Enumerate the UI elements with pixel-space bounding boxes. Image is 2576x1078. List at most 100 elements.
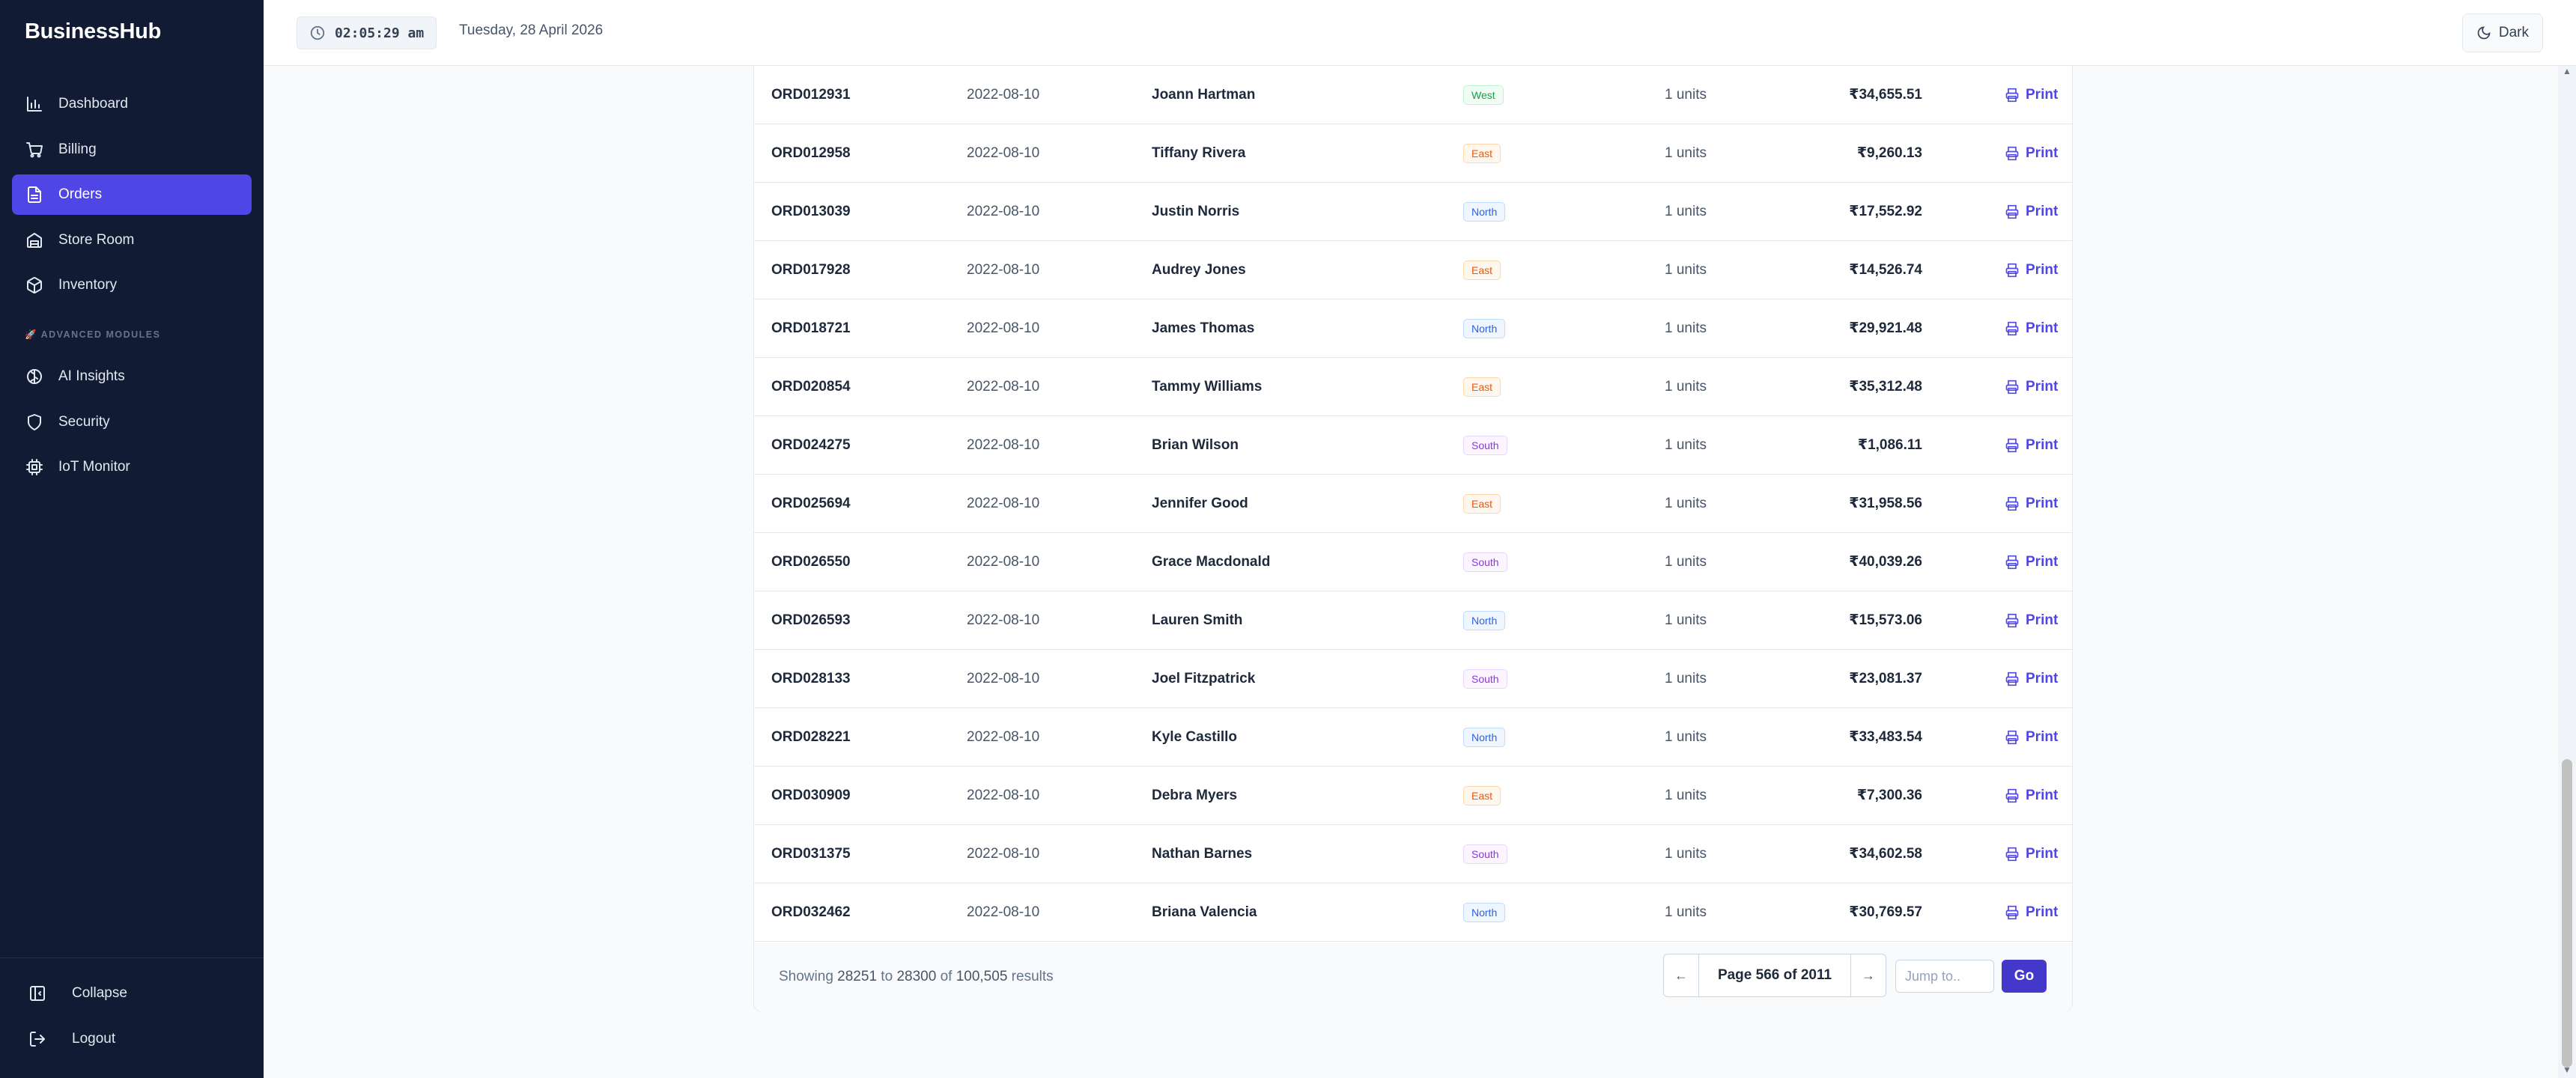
print-button[interactable]: Print xyxy=(2005,241,2058,299)
go-button[interactable]: Go xyxy=(2002,960,2047,993)
jump-to-page-input[interactable] xyxy=(1895,960,1994,993)
orders-table-card: ORD012931 2022-08-10 Joann Hartman West 1 un… xyxy=(753,66,2073,1012)
table-row: ORD012931 2022-08-10 Joann Hartman West 1 un… xyxy=(754,66,2072,124)
units-count: 1 units xyxy=(1665,553,1707,570)
units-count: 1 units xyxy=(1665,86,1707,103)
sidebar-item-billing[interactable]: Billing xyxy=(12,130,252,170)
sidebar-item-orders[interactable]: Orders xyxy=(12,174,252,215)
region-badge: East xyxy=(1463,493,1501,514)
region-cell: South xyxy=(1463,416,1507,474)
sidebar-item-ai-insights[interactable]: AI Insights xyxy=(12,356,252,397)
logout-button[interactable]: Logout xyxy=(12,1019,252,1059)
print-button[interactable]: Print xyxy=(2005,708,2058,766)
scroll-thumb[interactable] xyxy=(2562,759,2572,1068)
region-badge: West xyxy=(1463,85,1504,105)
print-button[interactable]: Print xyxy=(2005,883,2058,941)
region-badge: East xyxy=(1463,260,1501,280)
print-button[interactable]: Print xyxy=(2005,124,2058,182)
order-amount: ₹35,312.48 xyxy=(1849,379,1922,395)
units-count: 1 units xyxy=(1665,904,1707,920)
results-of-word: of xyxy=(940,969,953,984)
print-button[interactable]: Print xyxy=(2005,591,2058,649)
print-button[interactable]: Print xyxy=(2005,358,2058,415)
region-cell: South xyxy=(1463,650,1507,707)
next-page-button[interactable]: → xyxy=(1862,967,1875,983)
customer-name: James Thomas xyxy=(1152,320,1255,336)
order-amount: ₹23,081.37 xyxy=(1849,671,1922,686)
page-indicator: Page 566 of 2011 xyxy=(1698,954,1851,996)
theme-toggle-button[interactable]: Dark xyxy=(2461,13,2543,52)
main-nav: Dashboard Billing Orders Store Room Inve… xyxy=(12,84,252,311)
printer-icon xyxy=(2005,204,2019,219)
region-badge: North xyxy=(1463,902,1506,922)
order-id: ORD012958 xyxy=(771,144,851,161)
table-row: ORD018721 2022-08-10 James Thomas North 1 un… xyxy=(754,299,2072,358)
print-button[interactable]: Print xyxy=(2005,299,2058,357)
customer-name: Briana Valencia xyxy=(1152,904,1257,920)
order-id: ORD028133 xyxy=(771,670,851,686)
theme-toggle-label: Dark xyxy=(2498,25,2529,40)
print-button[interactable]: Print xyxy=(2005,475,2058,532)
print-button[interactable]: Print xyxy=(2005,533,2058,591)
bottom-nav: Collapse Logout xyxy=(12,973,252,1064)
region-badge: East xyxy=(1463,143,1501,163)
print-button[interactable]: Print xyxy=(2005,416,2058,474)
results-total: 100,505 xyxy=(956,969,1008,984)
order-amount: ₹29,921.48 xyxy=(1849,320,1922,336)
order-date: 2022-08-10 xyxy=(967,728,1040,745)
order-amount: ₹1,086.11 xyxy=(1857,437,1922,453)
print-button[interactable]: Print xyxy=(2005,650,2058,707)
prev-page-button[interactable]: ← xyxy=(1674,967,1688,983)
order-date: 2022-08-10 xyxy=(967,378,1040,395)
print-button[interactable]: Print xyxy=(2005,767,2058,824)
scroll-up-arrow[interactable]: ▲ xyxy=(2563,66,2572,76)
region-cell: South xyxy=(1463,533,1507,591)
region-badge: North xyxy=(1463,727,1506,747)
customer-name: Tiffany Rivera xyxy=(1152,144,1246,161)
print-button[interactable]: Print xyxy=(2005,183,2058,240)
printer-icon xyxy=(2005,788,2019,803)
table-row: ORD025694 2022-08-10 Jennifer Good East 1 un… xyxy=(754,475,2072,533)
printer-icon xyxy=(2005,730,2019,744)
print-label: Print xyxy=(2026,787,2059,803)
print-label: Print xyxy=(2026,320,2059,336)
printer-icon xyxy=(2005,380,2019,394)
page-scrollbar[interactable]: ▲ ▼ xyxy=(2558,66,2576,1078)
customer-name: Joann Hartman xyxy=(1152,86,1256,103)
sidebar-item-iot-monitor[interactable]: IoT Monitor xyxy=(12,447,252,487)
logout-icon xyxy=(28,1030,46,1048)
print-button[interactable]: Print xyxy=(2005,66,2058,124)
sidebar-divider xyxy=(0,957,264,958)
sidebar-item-inventory[interactable]: Inventory xyxy=(12,265,252,305)
scroll-down-arrow[interactable]: ▼ xyxy=(2563,1065,2572,1075)
results-to: 28300 xyxy=(896,969,937,984)
customer-name: Tammy Williams xyxy=(1152,378,1263,395)
print-label: Print xyxy=(2026,144,2059,161)
order-date: 2022-08-10 xyxy=(967,261,1040,278)
order-amount: ₹34,602.58 xyxy=(1849,846,1922,862)
sidebar-item-store-room[interactable]: Store Room xyxy=(12,220,252,261)
order-date: 2022-08-10 xyxy=(967,904,1040,920)
advanced-modules-label: 🚀 ADVANCED MODULES xyxy=(25,329,161,340)
printer-icon xyxy=(2005,496,2019,511)
clock-badge: 02:05:29 am xyxy=(297,16,437,49)
clock-icon xyxy=(310,25,325,40)
print-label: Print xyxy=(2026,378,2059,395)
printer-icon xyxy=(2005,146,2019,160)
table-row: ORD028221 2022-08-10 Kyle Castillo North 1 u… xyxy=(754,708,2072,767)
sidebar-item-dashboard[interactable]: Dashboard xyxy=(12,84,252,124)
sidebar-item-security[interactable]: Security xyxy=(12,402,252,442)
customer-name: Justin Norris xyxy=(1152,203,1240,219)
brand-logo: BusinessHub xyxy=(25,19,162,43)
collapse-button[interactable]: Collapse xyxy=(12,973,252,1014)
topbar: 02:05:29 am Tuesday, 28 April 2026 Dark xyxy=(264,0,2576,66)
table-row: ORD013039 2022-08-10 Justin Norris North 1 u… xyxy=(754,183,2072,241)
print-button[interactable]: Print xyxy=(2005,825,2058,883)
table-row: ORD017928 2022-08-10 Audrey Jones East 1 uni… xyxy=(754,241,2072,299)
advanced-nav: AI Insights Security IoT Monitor xyxy=(12,356,252,493)
region-badge: South xyxy=(1463,552,1507,572)
order-amount: ₹7,300.36 xyxy=(1856,788,1922,803)
order-id: ORD012931 xyxy=(771,86,851,103)
collapse-icon xyxy=(28,984,46,1002)
region-cell: West xyxy=(1463,66,1504,124)
